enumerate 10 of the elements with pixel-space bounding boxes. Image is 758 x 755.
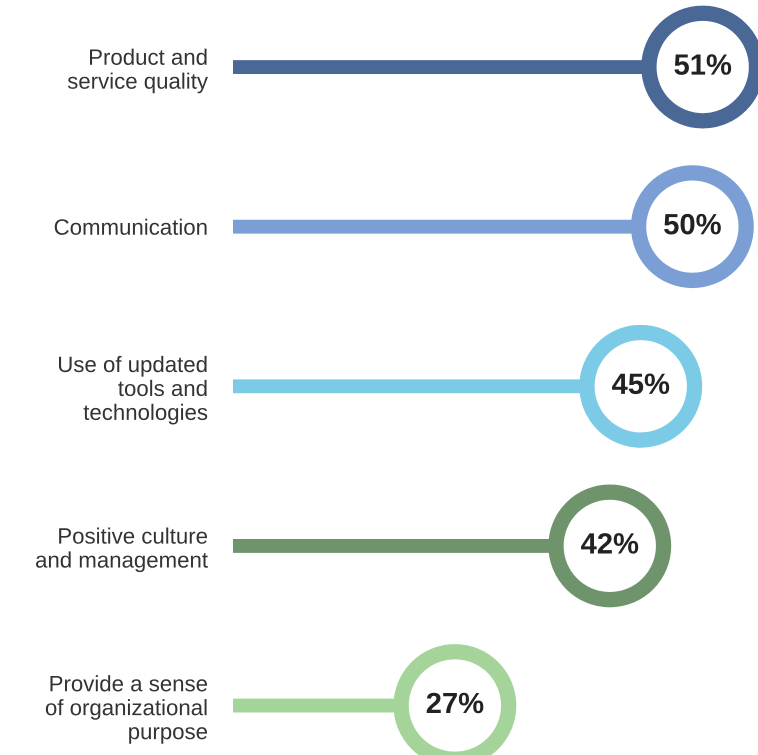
data-label: 45%: [612, 374, 670, 394]
y-tick-label: Communication: [54, 218, 207, 235]
y-tick-label: Positive culture and management: [36, 527, 208, 572]
y-tick-label: Product and service quality: [68, 48, 208, 94]
y-tick-label: Use of updated tools and technologies: [59, 356, 208, 424]
data-label: 27%: [426, 692, 484, 714]
y-tick-label: Provide a sense of organizational purpose: [46, 675, 208, 744]
data-label: 50%: [664, 214, 721, 234]
data-label: 51%: [674, 54, 732, 75]
data-label: 42%: [581, 533, 638, 554]
